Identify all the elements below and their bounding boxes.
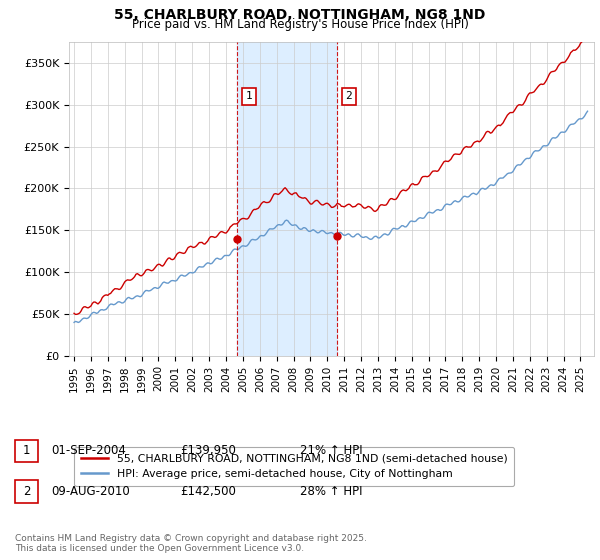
Text: 2: 2 bbox=[23, 485, 30, 498]
Text: £142,500: £142,500 bbox=[180, 485, 236, 498]
Text: 21% ↑ HPI: 21% ↑ HPI bbox=[300, 444, 362, 458]
Text: 2: 2 bbox=[346, 91, 352, 101]
Legend: 55, CHARLBURY ROAD, NOTTINGHAM, NG8 1ND (semi-detached house), HPI: Average pric: 55, CHARLBURY ROAD, NOTTINGHAM, NG8 1ND … bbox=[74, 447, 514, 486]
Text: Price paid vs. HM Land Registry's House Price Index (HPI): Price paid vs. HM Land Registry's House … bbox=[131, 18, 469, 31]
Text: 01-SEP-2004: 01-SEP-2004 bbox=[51, 444, 126, 458]
Text: Contains HM Land Registry data © Crown copyright and database right 2025.
This d: Contains HM Land Registry data © Crown c… bbox=[15, 534, 367, 553]
Text: £139,950: £139,950 bbox=[180, 444, 236, 458]
Text: 1: 1 bbox=[23, 444, 30, 458]
Text: 28% ↑ HPI: 28% ↑ HPI bbox=[300, 485, 362, 498]
Text: 1: 1 bbox=[246, 91, 253, 101]
Text: 09-AUG-2010: 09-AUG-2010 bbox=[51, 485, 130, 498]
Text: 55, CHARLBURY ROAD, NOTTINGHAM, NG8 1ND: 55, CHARLBURY ROAD, NOTTINGHAM, NG8 1ND bbox=[115, 8, 485, 22]
Bar bbox=[238, 42, 337, 356]
